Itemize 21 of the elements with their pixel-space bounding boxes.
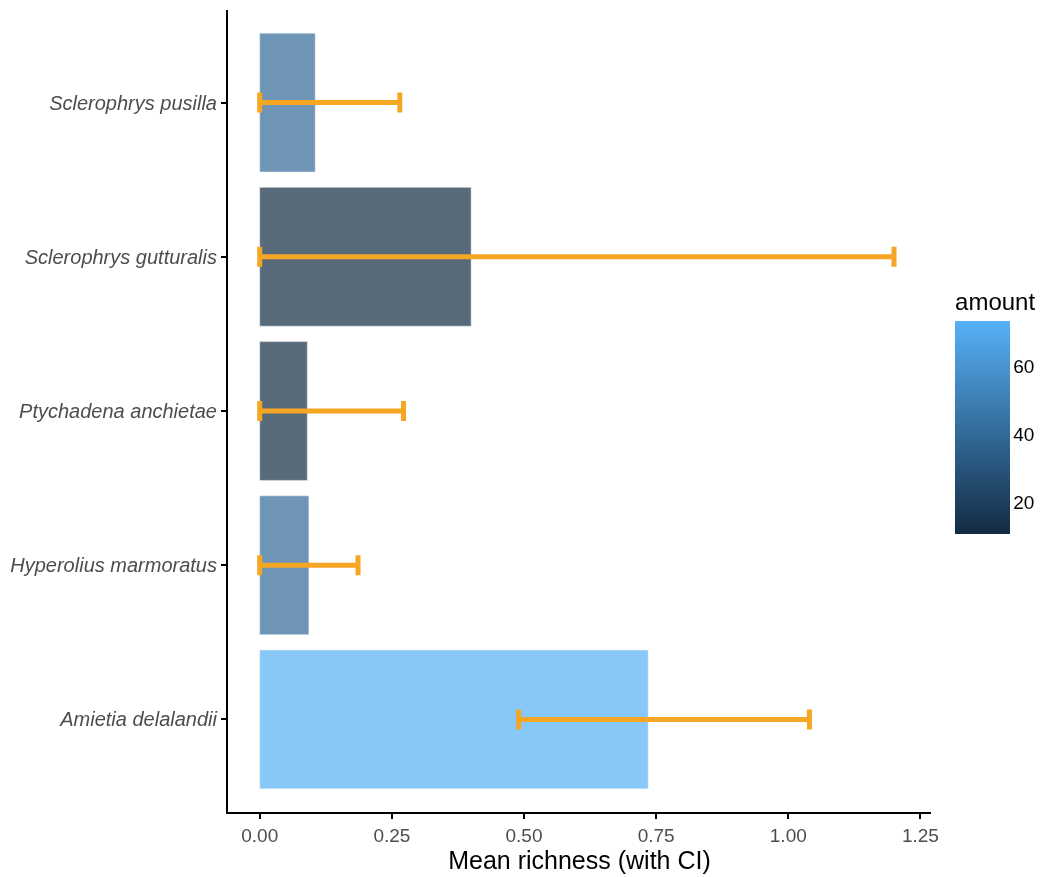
x-tick-label: 0.00 <box>241 824 279 846</box>
color-bar-label: 60 <box>1013 356 1035 378</box>
x-tick-label: 0.25 <box>373 824 411 846</box>
y-tick-label: Sclerophrys gutturalis <box>24 245 217 268</box>
color-bar-title: amount <box>955 287 1036 315</box>
bar <box>259 187 472 327</box>
x-axis-title: Mean richness (with CI) <box>448 845 711 874</box>
bar <box>259 495 310 635</box>
x-tick-label: 1.00 <box>769 824 807 846</box>
y-tick-label: Amietia delalandii <box>59 708 218 731</box>
x-tick-label: 0.75 <box>637 824 675 846</box>
x-tick-label: 0.50 <box>505 824 543 846</box>
y-tick-label: Hyperolius marmoratus <box>10 554 217 577</box>
bar <box>259 32 316 173</box>
color-bar-label: 20 <box>1013 491 1035 513</box>
y-tick-label: Ptychadena anchietae <box>19 400 217 422</box>
bar <box>259 649 649 790</box>
x-tick-label: 1.25 <box>901 824 939 846</box>
bar <box>259 341 308 481</box>
y-tick-label: Sclerophrys pusilla <box>49 91 217 114</box>
color-bar-label: 40 <box>1013 424 1035 446</box>
